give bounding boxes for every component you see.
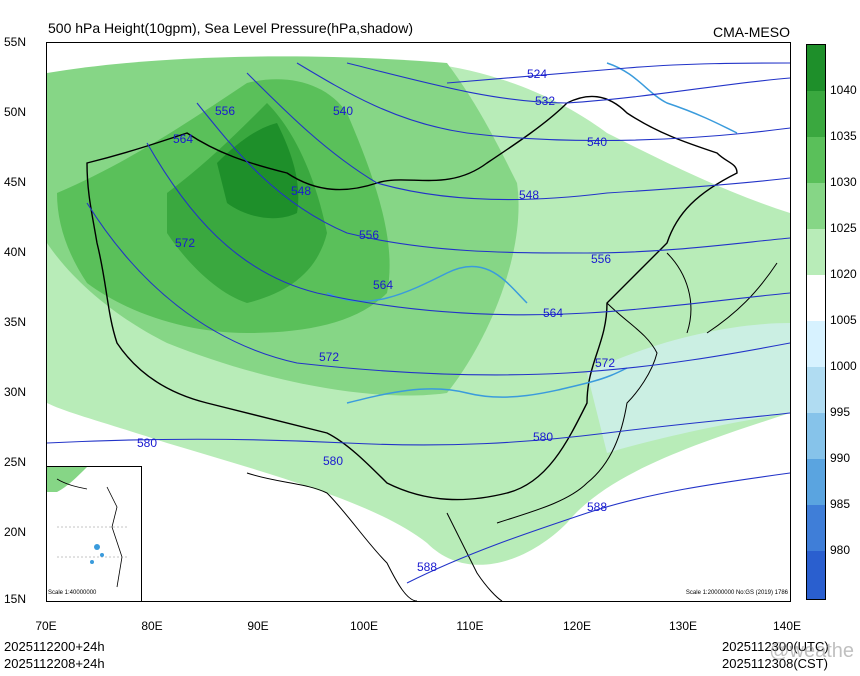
lon-label-140e: 140E — [772, 619, 802, 633]
lon-label-70e: 70E — [35, 619, 57, 633]
contour-548 — [246, 72, 790, 201]
contour-label: 564 — [543, 306, 563, 320]
colorbar-label: 1000 — [830, 359, 857, 373]
colorbar-segment — [807, 91, 825, 137]
contour-label: 580 — [137, 436, 157, 450]
contour-label: 572 — [319, 350, 339, 364]
contour-label: 588 — [587, 500, 607, 514]
colorbar-label: 990 — [830, 451, 851, 465]
contour-label: 556 — [359, 228, 379, 242]
lon-label-100e: 100E — [349, 619, 379, 633]
map-svg: 524 532 540 540 548 548 556 556 556 564 … — [47, 56, 790, 601]
colorbar-segment — [807, 183, 825, 229]
colorbar-label: 985 — [830, 497, 851, 511]
lat-label-30n: 30N — [4, 385, 27, 399]
coastline-indochina — [446, 512, 503, 601]
contour-label: 524 — [527, 67, 547, 81]
colorbar — [806, 44, 826, 600]
colorbar-segment — [807, 459, 825, 505]
lon-label-110e: 110E — [456, 619, 484, 633]
colorbar-label: 995 — [830, 405, 851, 419]
valid-time-utc: 2025112300(UTC) — [722, 639, 829, 654]
contour-label: 556 — [591, 252, 611, 266]
contour-label: 572 — [175, 236, 195, 250]
lat-label-15n: 15N — [4, 592, 27, 606]
lon-label-130e: 130E — [668, 619, 698, 633]
contour-label: 532 — [535, 94, 555, 108]
coastline-japan — [706, 262, 778, 334]
contour-524 — [446, 62, 790, 84]
lat-label-20n: 20N — [4, 525, 27, 539]
map-scale-note: Scale 1:20000000 No:GS (2019) 1786 — [685, 590, 788, 596]
coastline-korea — [666, 252, 692, 334]
colorbar-label: 1025 — [830, 221, 857, 235]
colorbar-label: 1035 — [830, 129, 857, 143]
init-time-utc: 2025112200+24h — [4, 639, 105, 654]
lat-label-35n: 35N — [4, 315, 27, 329]
source-label: CMA-MESO — [713, 24, 790, 40]
colorbar-label: 1040 — [830, 83, 857, 97]
contour-label: 588 — [417, 560, 437, 574]
colorbar-segment — [807, 137, 825, 183]
colorbar-segment — [807, 367, 825, 413]
contour-540 — [296, 62, 790, 142]
colorbar-segment — [807, 275, 825, 321]
lon-label-120e: 120E — [562, 619, 592, 633]
south-china-sea-inset — [46, 466, 142, 602]
contour-label: 564 — [373, 278, 393, 292]
contour-556 — [196, 102, 790, 254]
pressure-shade-1040 — [217, 123, 299, 219]
colorbar-label: 980 — [830, 543, 851, 557]
colorbar-segment — [807, 505, 825, 551]
inset-scale-label: Scale 1:40000000 — [48, 590, 97, 596]
coastline-south — [246, 472, 418, 601]
pressure-shade-low-sea — [587, 323, 790, 453]
contour-532 — [346, 62, 790, 104]
lat-label-25n: 25N — [4, 455, 27, 469]
lon-label-80e: 80E — [141, 619, 163, 633]
lat-label-40n: 40N — [4, 245, 27, 259]
contour-label: 556 — [215, 104, 235, 118]
contour-label: 548 — [291, 184, 311, 198]
contour-label: 580 — [323, 454, 343, 468]
lat-label-50n: 50N — [4, 105, 27, 119]
lon-label-90e: 90E — [247, 619, 269, 633]
coastline-east — [496, 302, 658, 524]
contour-label: 548 — [519, 188, 539, 202]
valid-time-cst: 2025112308(CST) — [722, 656, 828, 671]
lat-label-45n: 45N — [4, 175, 27, 189]
weather-map: 524 532 540 540 548 548 556 556 556 564 … — [46, 42, 791, 602]
colorbar-segment — [807, 321, 825, 367]
contour-572 — [86, 202, 790, 376]
contour-580 — [47, 412, 790, 446]
contour-label: 540 — [587, 135, 607, 149]
height-contours — [47, 62, 790, 584]
colorbar-label: 1030 — [830, 175, 857, 189]
chart-title: 500 hPa Height(10gpm), Sea Level Pressur… — [48, 20, 413, 36]
colorbar-segment — [807, 413, 825, 459]
contour-label: 572 — [595, 356, 615, 370]
colorbar-label: 1005 — [830, 313, 857, 327]
watermark: @weathe — [769, 640, 854, 662]
contour-588 — [406, 472, 790, 584]
contour-label: 564 — [173, 132, 193, 146]
colorbar-segment — [807, 229, 825, 275]
river-yellow — [326, 265, 528, 304]
colorbar-segment — [807, 551, 825, 599]
colorbar-label: 1020 — [830, 267, 857, 281]
river-amur — [606, 62, 738, 134]
init-time-cst: 2025112208+24h — [4, 656, 105, 671]
colorbar-segment — [807, 45, 825, 91]
contour-label: 540 — [333, 104, 353, 118]
contour-label: 580 — [533, 430, 553, 444]
river-yangtze — [346, 367, 628, 404]
lat-label-55n: 55N — [4, 35, 27, 49]
contour-564 — [146, 142, 790, 316]
inset-svg — [47, 467, 141, 601]
